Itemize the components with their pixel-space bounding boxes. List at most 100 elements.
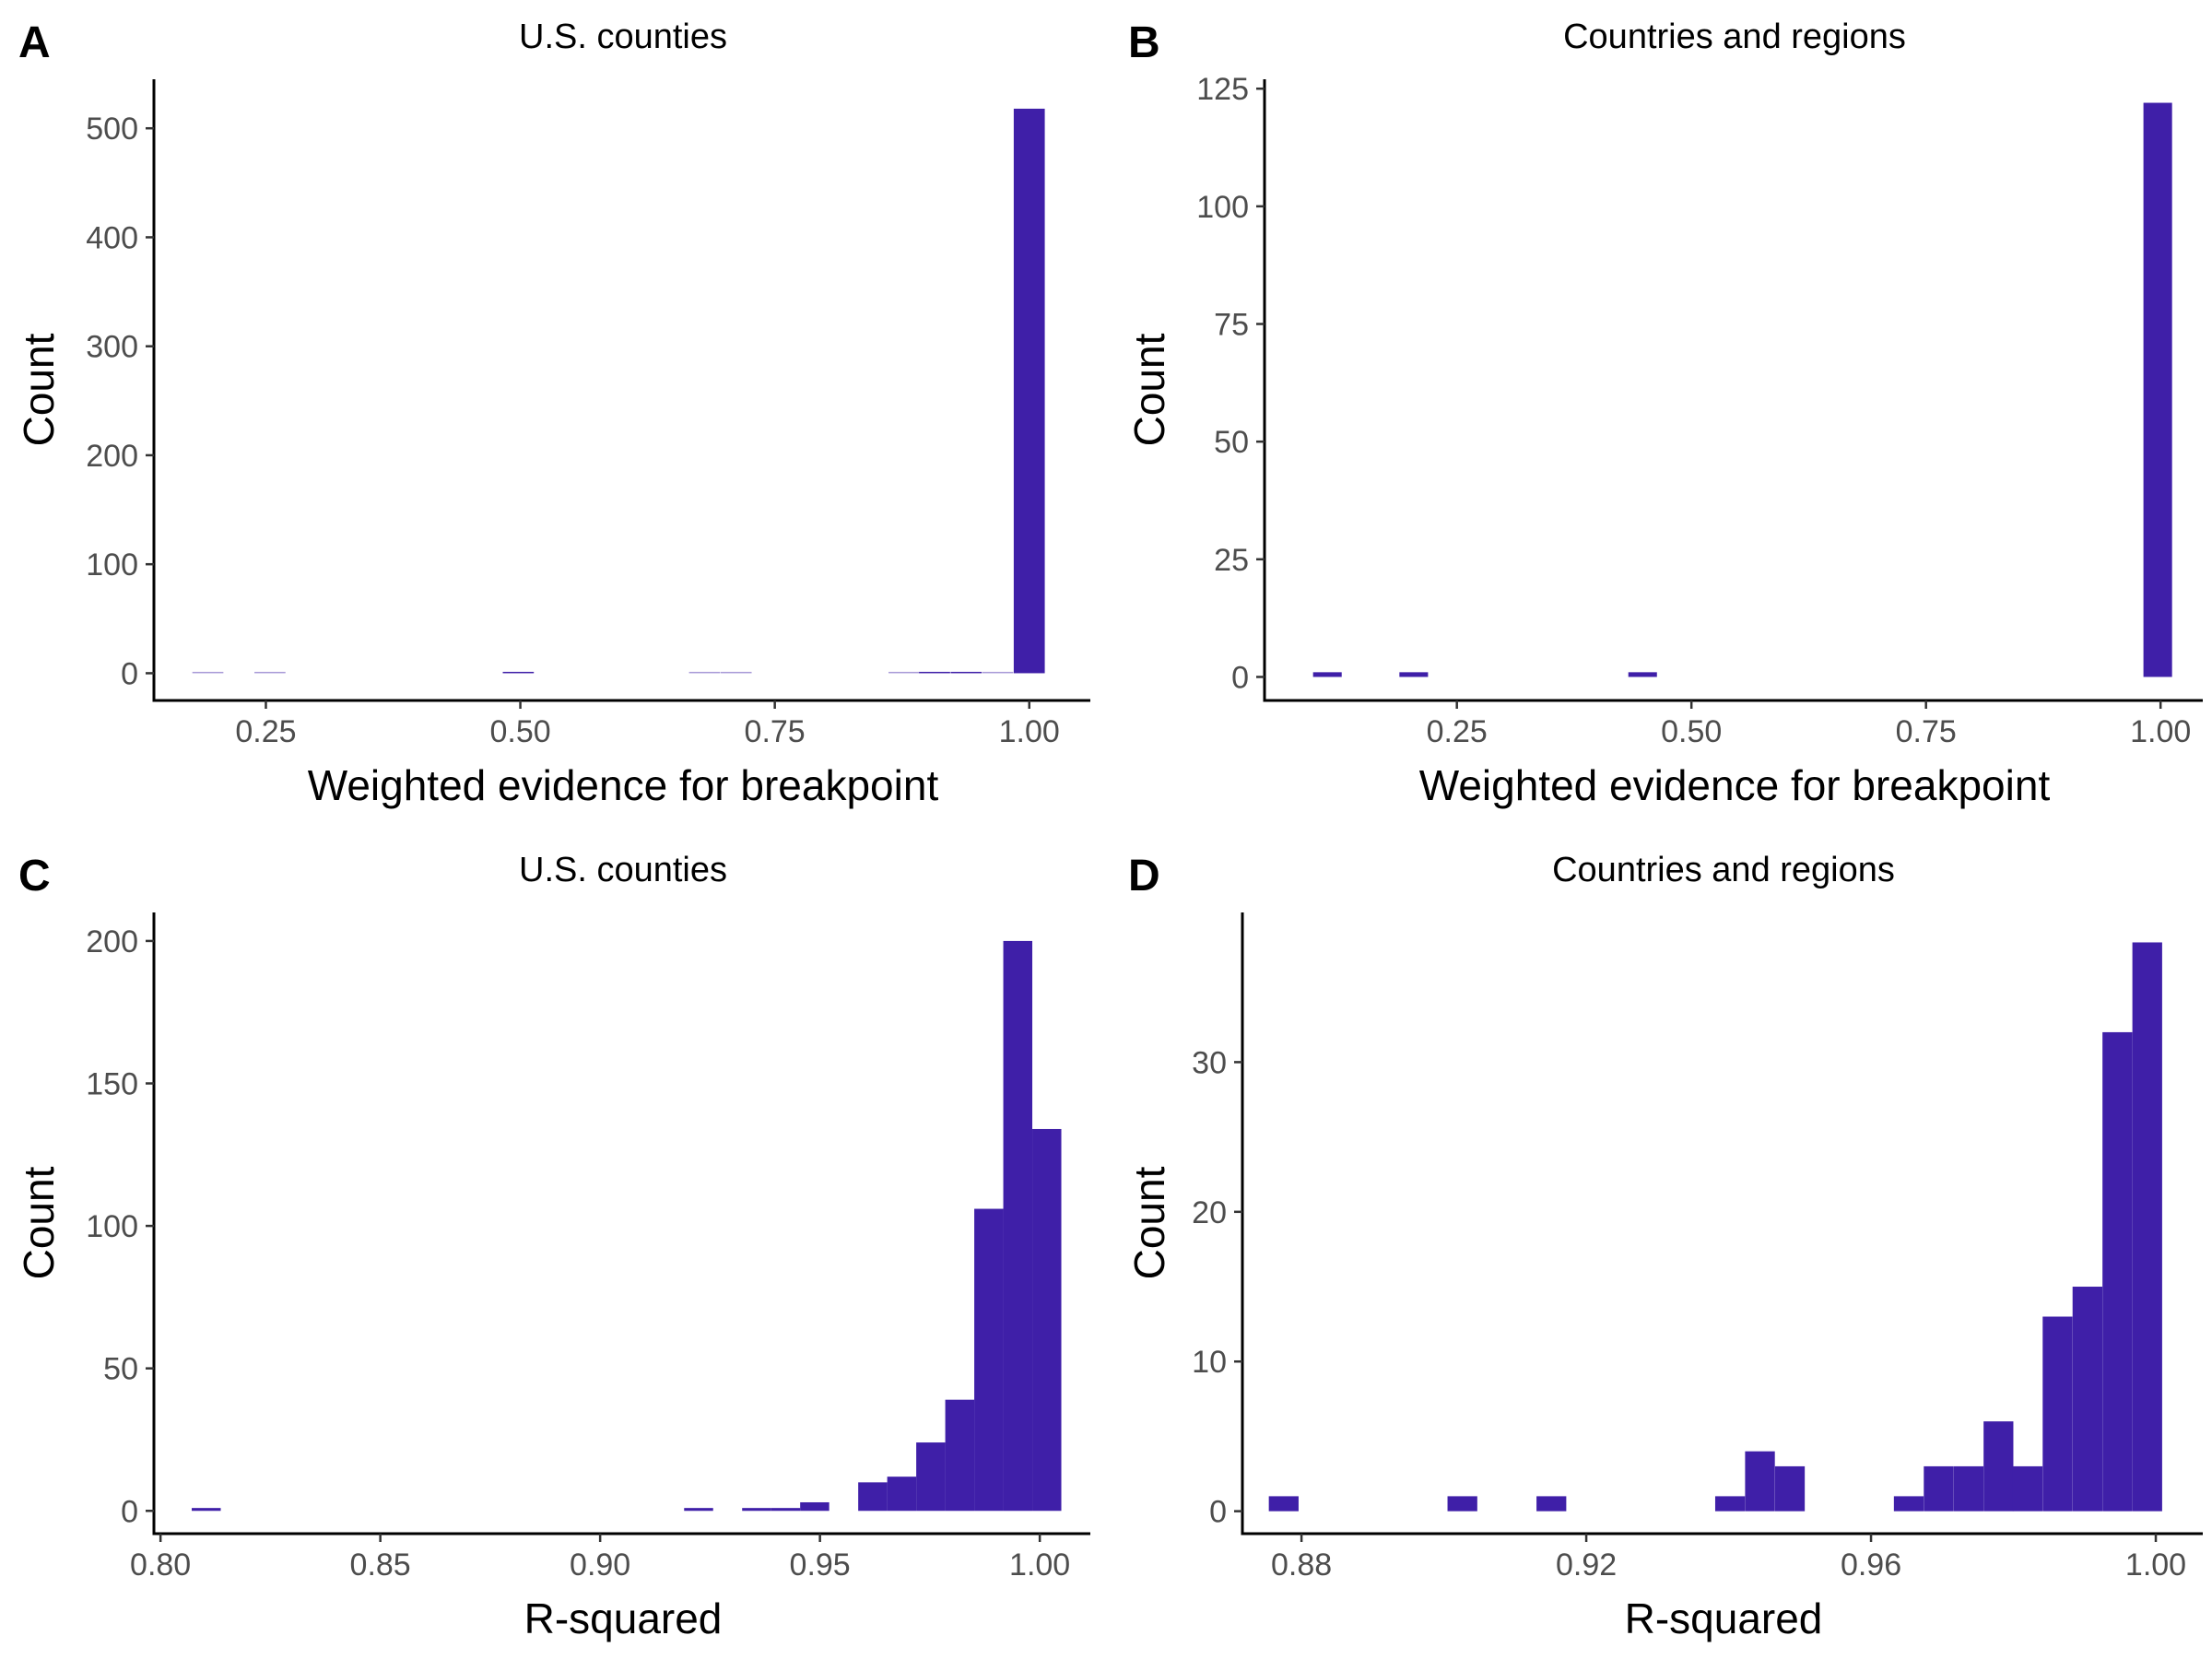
histogram-bar [192,1508,221,1512]
histogram-bar [1536,1496,1567,1512]
panel-c: C U.S. counties 0 50 100 150 200 0.80 0.85 0.9… [15,851,1090,1642]
x-tick-label: 0.80 [130,1547,191,1583]
histogram-bar [1628,672,1657,677]
x-ticks: 0.25 0.50 0.75 1.00 [1427,700,2191,749]
y-axis-label: Count [1125,333,1173,446]
histogram-bar [1013,108,1045,674]
x-axis-label: Weighted evidence for breakpoint [1419,761,2051,809]
y-ticks: 0 100 200 300 400 500 [86,112,154,691]
x-tick-label: 0.95 [790,1547,851,1583]
y-tick-label: 125 [1196,72,1249,107]
y-ticks: 0 50 100 150 200 [86,924,154,1529]
y-axis-label: Count [15,333,63,446]
y-tick-label: 150 [86,1067,138,1102]
x-tick-label: 0.50 [1661,714,1722,749]
x-tick-label: 0.88 [1271,1547,1332,1583]
panel-title: U.S. counties [519,18,727,56]
x-tick-label: 1.00 [1009,1547,1070,1583]
histogram-bar [502,671,535,674]
histogram-bar [2102,1031,2133,1512]
y-ticks: 0 25 50 75 100 125 [1196,72,1265,695]
histogram-bar [2042,1316,2073,1512]
x-tick-label: 1.00 [2125,1547,2186,1583]
histogram-bar [1312,672,1342,677]
y-tick-label: 400 [86,220,138,255]
y-tick-label: 200 [86,439,138,474]
histogram-bar [688,671,721,674]
histogram-bar [945,1399,975,1512]
histogram-bar [2143,102,2172,677]
histogram-bar [2072,1287,2103,1512]
x-ticks: 0.25 0.50 0.75 1.00 [235,700,1060,749]
y-tick-label: 0 [121,656,138,691]
y-axis-label: Count [1125,1166,1173,1279]
histogram-bar [982,671,1014,674]
panel-letter: B [1128,18,1160,67]
x-tick-label: 0.25 [235,714,296,749]
y-tick-label: 75 [1214,308,1249,343]
y-tick-label: 50 [1214,425,1249,460]
histogram-bar [1953,1465,1984,1512]
y-ticks: 0 10 20 30 [1192,1045,1242,1530]
x-tick-label: 0.90 [570,1547,630,1583]
x-tick-label: 0.50 [489,714,550,749]
y-tick-label: 10 [1192,1345,1227,1380]
histogram-bar [1268,1496,1299,1512]
histogram-bar [800,1501,830,1512]
bars [192,108,1045,674]
panel-b: B Countries and regions 0 25 50 75 100 125 0.… [1125,18,2203,809]
y-tick-label: 100 [86,1209,138,1244]
x-tick-label: 1.00 [2130,714,2191,749]
x-tick-label: 0.75 [745,714,806,749]
panel-letter: C [18,852,51,900]
x-tick-label: 0.96 [1841,1547,1901,1583]
histogram-bar [974,1208,1004,1512]
histogram-bar [1745,1451,1775,1512]
y-tick-label: 0 [1231,660,1249,695]
histogram-bar [1032,1128,1062,1512]
y-tick-label: 100 [1196,190,1249,225]
histogram-bar [1983,1421,2014,1512]
panel-title: U.S. counties [519,851,727,889]
histogram-bar [2132,942,2162,1512]
histogram-bar [1714,1496,1746,1512]
y-tick-label: 300 [86,330,138,365]
y-tick-label: 100 [86,547,138,582]
x-tick-label: 0.25 [1427,714,1488,749]
histogram-bar [1924,1465,1954,1512]
histogram-bar [950,671,982,674]
x-tick-label: 0.92 [1556,1547,1617,1583]
y-tick-label: 200 [86,924,138,959]
x-axis-label: R-squared [524,1594,723,1642]
histogram-bar [742,1508,771,1512]
y-tick-label: 50 [103,1352,138,1387]
histogram-bar [192,671,224,674]
panel-title: Countries and regions [1552,851,1895,889]
panel-a: A U.S. counties 0 100 200 300 400 500 0.25 0.5… [15,18,1090,809]
x-tick-label: 0.75 [1896,714,1957,749]
panel-d: D Countries and regions 0 10 20 30 0.88 0.92… [1125,851,2203,1642]
bars [1268,942,2162,1512]
histogram-bar [916,1442,946,1512]
histogram-bar [2012,1465,2043,1512]
bars [1312,102,2172,677]
histogram-bar [1003,940,1033,1512]
x-axis-label: R-squared [1625,1594,1823,1642]
histogram-bar [919,671,950,674]
histogram-bar [771,1508,801,1512]
y-tick-label: 20 [1192,1195,1227,1230]
panel-letter: A [18,18,51,67]
y-tick-label: 25 [1214,543,1249,578]
bars [192,940,1062,1512]
y-tick-label: 30 [1192,1045,1227,1080]
x-ticks: 0.80 0.85 0.90 0.95 1.00 [130,1534,1070,1583]
panel-letter: D [1128,852,1160,900]
x-tick-label: 1.00 [999,714,1060,749]
x-axis-label: Weighted evidence for breakpoint [308,761,939,809]
x-tick-label: 0.85 [350,1547,411,1583]
histogram-bar [1399,672,1429,677]
histogram-bar [858,1482,888,1512]
histogram-bar [888,671,920,674]
panel-title: Countries and regions [1563,18,1906,56]
